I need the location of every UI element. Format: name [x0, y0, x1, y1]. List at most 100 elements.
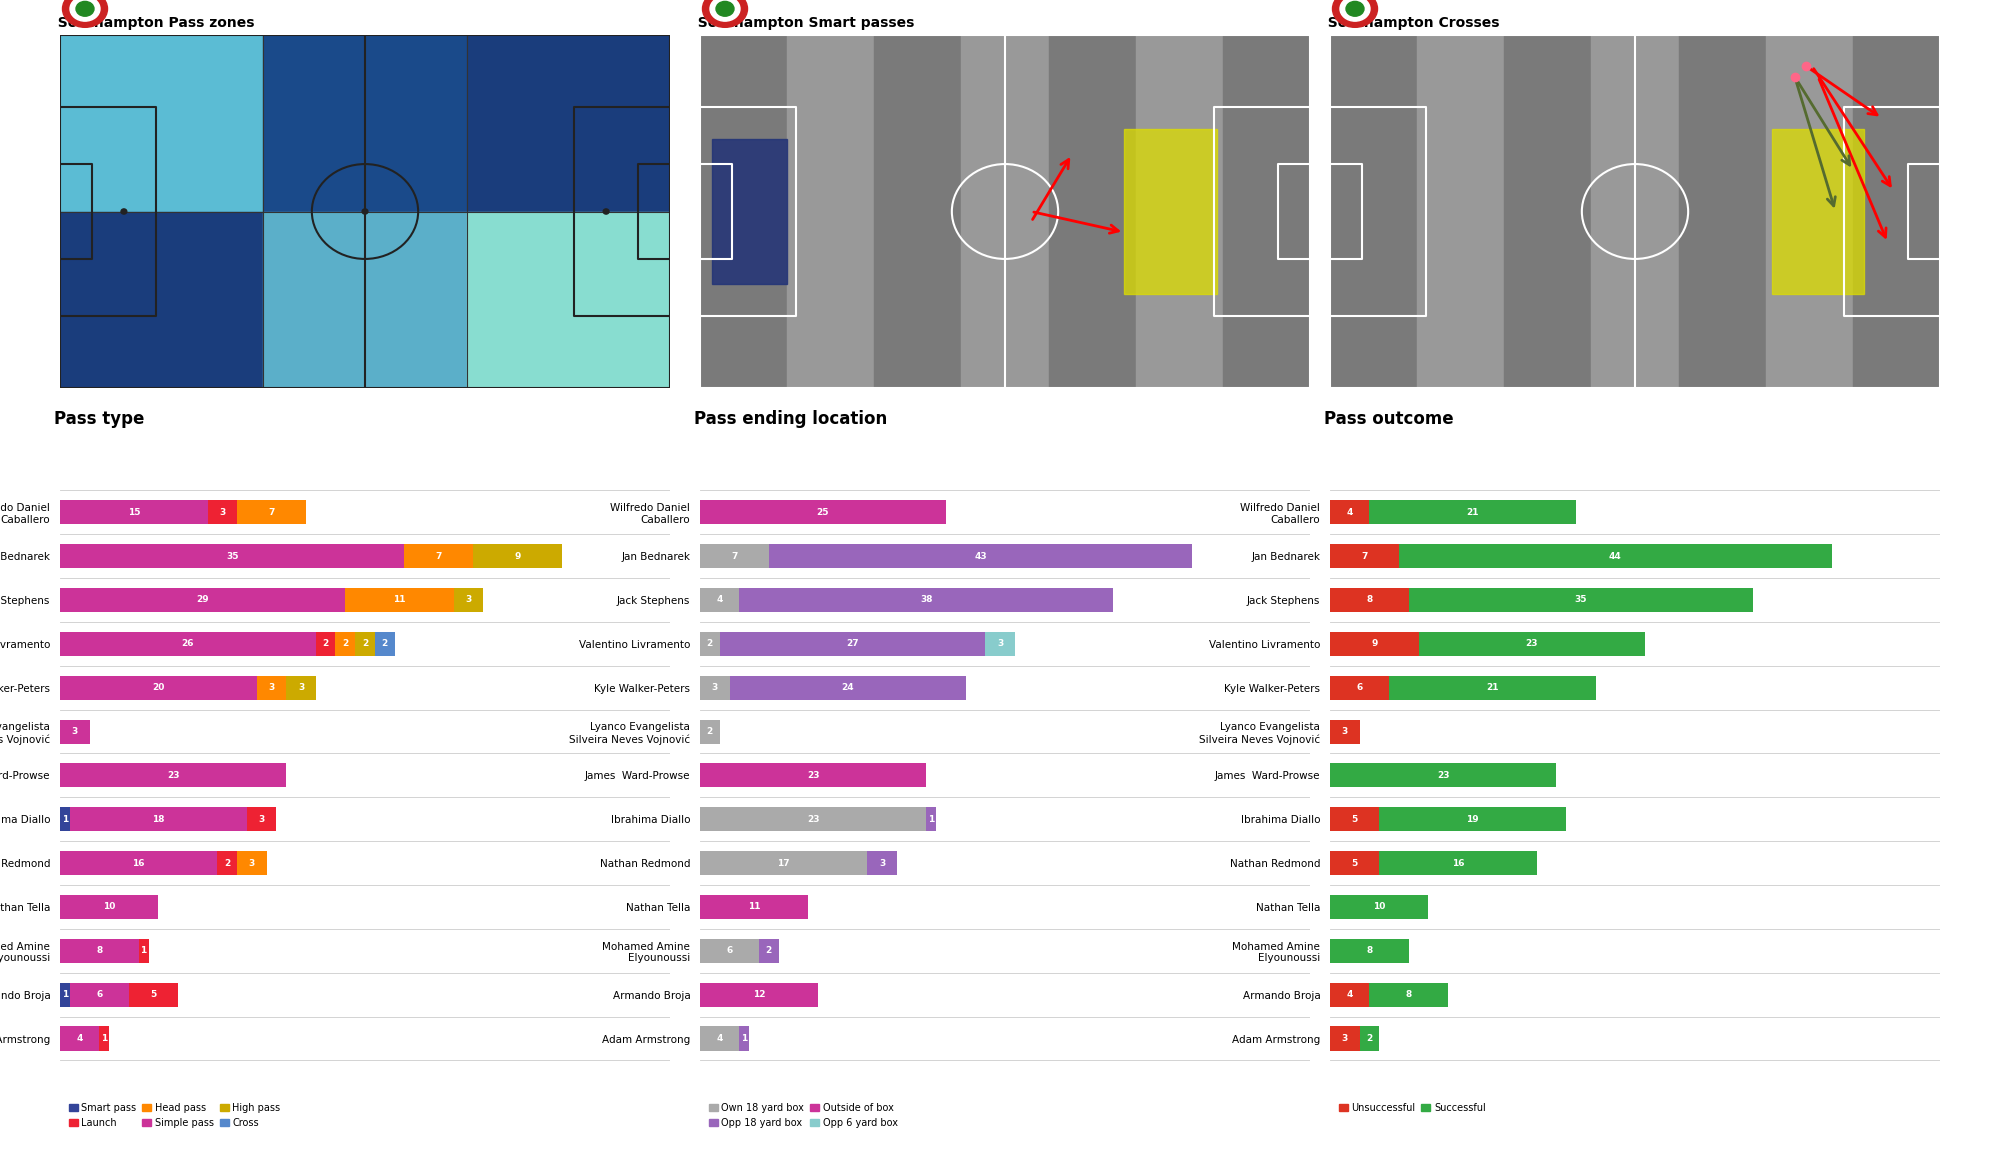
Bar — [1398, 544, 1832, 569]
Text: 25: 25 — [816, 508, 830, 517]
Bar — [700, 807, 926, 832]
Bar — [986, 632, 1014, 656]
Text: 23: 23 — [806, 771, 820, 780]
Text: 3: 3 — [1342, 727, 1348, 736]
Text: 2: 2 — [362, 639, 368, 649]
Bar — [466, 35, 670, 212]
Text: 1: 1 — [140, 946, 146, 955]
Bar — [1330, 35, 1418, 388]
Bar — [1772, 128, 1864, 295]
Bar — [60, 807, 70, 832]
Bar — [1222, 35, 1310, 388]
Text: 7: 7 — [268, 508, 274, 517]
Circle shape — [1340, 0, 1370, 21]
Text: 3: 3 — [298, 683, 304, 692]
Bar — [1766, 35, 1852, 388]
Bar — [60, 212, 264, 388]
Bar — [700, 982, 818, 1007]
Bar — [1418, 632, 1644, 656]
Bar — [1330, 982, 1370, 1007]
Bar — [1592, 35, 1678, 388]
Bar — [208, 501, 238, 524]
Bar — [60, 719, 90, 744]
Text: 26: 26 — [182, 639, 194, 649]
Text: 3: 3 — [248, 859, 254, 867]
Circle shape — [62, 0, 108, 27]
Circle shape — [362, 209, 368, 214]
Text: 23: 23 — [1526, 639, 1538, 649]
Bar — [700, 588, 740, 612]
Text: 6: 6 — [96, 991, 102, 999]
Bar — [700, 501, 946, 524]
Circle shape — [710, 0, 740, 21]
Bar — [218, 851, 238, 875]
Text: 3: 3 — [1342, 1034, 1348, 1043]
Bar — [70, 982, 128, 1007]
Circle shape — [1346, 1, 1364, 16]
Bar — [1330, 676, 1390, 700]
Bar — [760, 939, 778, 962]
Bar — [60, 632, 316, 656]
Bar — [1418, 35, 1504, 388]
Bar — [740, 1027, 750, 1050]
Bar — [700, 632, 720, 656]
Text: 20: 20 — [152, 683, 164, 692]
Text: 43: 43 — [974, 551, 986, 560]
Bar — [868, 851, 896, 875]
Text: 21: 21 — [1466, 508, 1478, 517]
Bar — [768, 544, 1192, 569]
Bar — [1330, 719, 1360, 744]
Circle shape — [604, 209, 608, 214]
Bar — [60, 982, 70, 1007]
Circle shape — [716, 1, 734, 16]
Text: 5: 5 — [150, 991, 156, 999]
Bar — [700, 851, 868, 875]
Bar — [1330, 588, 1408, 612]
Bar — [1370, 501, 1576, 524]
Bar — [264, 35, 466, 212]
Bar — [700, 676, 730, 700]
Text: 29: 29 — [196, 596, 208, 604]
Bar — [374, 632, 394, 656]
Bar — [60, 764, 286, 787]
Bar — [246, 807, 276, 832]
Text: 1: 1 — [62, 814, 68, 824]
Text: 4: 4 — [716, 596, 722, 604]
Text: 7: 7 — [436, 551, 442, 560]
Bar — [1360, 1027, 1380, 1050]
Text: 2: 2 — [224, 859, 230, 867]
Text: Southampton Crosses: Southampton Crosses — [1318, 16, 1500, 29]
Bar — [1330, 764, 1556, 787]
Bar — [1678, 35, 1766, 388]
Bar — [1330, 939, 1408, 962]
Bar — [1390, 676, 1596, 700]
Text: 1: 1 — [928, 814, 934, 824]
Bar — [286, 676, 316, 700]
Bar — [238, 851, 266, 875]
Text: 4: 4 — [76, 1034, 82, 1043]
Bar — [1380, 807, 1566, 832]
Bar — [1408, 588, 1754, 612]
Text: 2: 2 — [322, 639, 328, 649]
Text: 18: 18 — [152, 814, 164, 824]
Text: 9: 9 — [1372, 639, 1378, 649]
Text: 17: 17 — [778, 859, 790, 867]
Bar — [788, 35, 874, 388]
Text: 7: 7 — [732, 551, 738, 560]
Bar — [70, 807, 246, 832]
Text: 3: 3 — [220, 508, 226, 517]
Bar — [264, 212, 466, 388]
Bar — [874, 35, 962, 388]
Bar — [60, 1027, 100, 1050]
Circle shape — [70, 0, 100, 21]
Text: 8: 8 — [1366, 596, 1372, 604]
Text: 9: 9 — [514, 551, 520, 560]
Text: Southampton Smart passes: Southampton Smart passes — [688, 16, 914, 29]
Text: 2: 2 — [706, 639, 712, 649]
Bar — [1136, 35, 1222, 388]
Circle shape — [76, 1, 94, 16]
Bar — [720, 632, 986, 656]
Text: 12: 12 — [752, 991, 766, 999]
Text: 3: 3 — [712, 683, 718, 692]
Circle shape — [1332, 0, 1378, 27]
